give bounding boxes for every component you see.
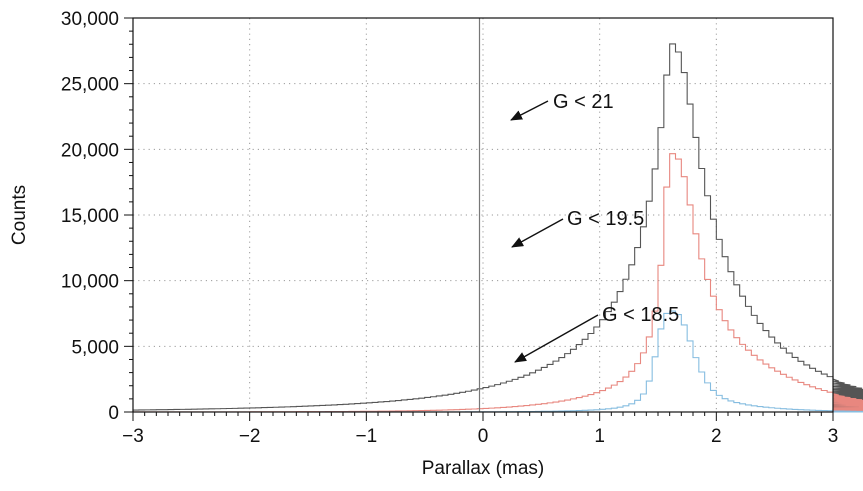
annotation-label-g18-5: G < 18.5 — [602, 304, 679, 326]
annotation-label-g21: G < 21 — [553, 91, 614, 113]
x-tick-label-2: −1 — [355, 426, 377, 447]
y-tick-label-1: 5,000 — [71, 337, 119, 358]
y-tick-label-4: 20,000 — [61, 140, 119, 161]
annotation-label-g19-5: G < 19.5 — [567, 208, 644, 230]
grid-lines — [133, 18, 833, 412]
x-tick-label-4: 1 — [594, 426, 605, 447]
y-tick-label-3: 15,000 — [61, 206, 119, 227]
annotations: G < 21 G < 19.5 G < 18.5 — [510, 91, 679, 363]
x-axis-ticks: −3 −2 −1 0 1 2 3 — [122, 412, 838, 447]
x-axis-title: Parallax (mas) — [422, 458, 544, 479]
series-1-histogram — [132, 43, 863, 412]
series-2-histogram — [132, 153, 863, 413]
y-tick-label-0: 0 — [108, 403, 119, 424]
x-tick-label-3: 0 — [478, 426, 489, 447]
y-tick-label-6: 30,000 — [61, 9, 119, 30]
y-axis-title: Counts — [9, 185, 30, 245]
annotation-arrow-g21 — [510, 100, 549, 121]
annotation-arrow-g19-5 — [511, 218, 564, 248]
annotation-arrow-g18-5 — [514, 314, 599, 363]
x-tick-label-1: −2 — [239, 426, 261, 447]
series-group — [132, 43, 863, 413]
series-3-histogram — [133, 310, 863, 413]
x-tick-label-6: 3 — [828, 426, 839, 447]
y-tick-label-2: 10,000 — [61, 272, 119, 293]
x-tick-label-0: −3 — [122, 426, 144, 447]
y-tick-label-5: 25,000 — [61, 75, 119, 96]
x-tick-label-5: 2 — [711, 426, 722, 447]
y-axis-ticks: 0 5,000 10,000 15,000 20,000 25,000 30,000 — [61, 9, 133, 424]
